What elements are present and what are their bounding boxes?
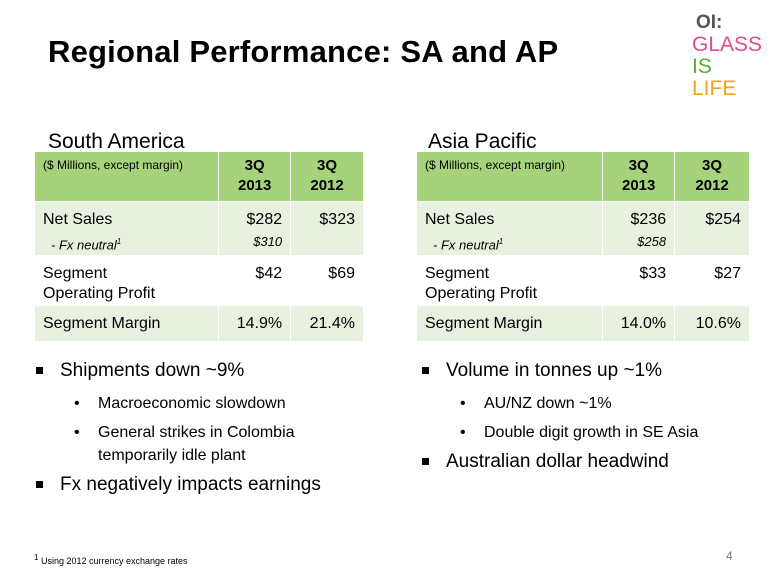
operating-profit-text-2: Operating Profit: [43, 285, 156, 303]
net-sales-2013-value: $282: [246, 211, 283, 228]
south-america-bullets: Shipments down ~9% • Macroeconomic slowd…: [34, 359, 374, 506]
company-logo: OI: GLASS IS LIFE: [688, 12, 762, 100]
header-label: ($ Millions, except margin): [415, 151, 604, 202]
sub-bullet-text: Double digit growth in SE Asia: [484, 424, 699, 441]
operating-profit-text-1: Segment: [425, 265, 490, 283]
logo-word-is: IS: [692, 55, 712, 78]
net-sales-2012: $254: [674, 200, 750, 257]
sub-bullet-item: • Macroeconomic slowdown: [34, 392, 374, 415]
segment-margin-label: Segment Margin: [33, 305, 220, 343]
square-bullet-icon: [36, 367, 43, 374]
net-sales-text: Net Sales: [43, 211, 113, 228]
logo-mark: OI:: [696, 12, 723, 33]
bullet-item: Australian dollar headwind: [420, 450, 760, 473]
dot-bullet-icon: •: [460, 395, 466, 412]
bullet-text: Australian dollar headwind: [446, 451, 669, 472]
sub-bullet-text: General strikes in Colombia: [98, 424, 295, 441]
asia-pacific-table: ($ Millions, except margin) 3Q 2013 3Q 2…: [415, 151, 750, 343]
segment-margin-2013: 14.9%: [218, 305, 292, 343]
operating-profit-2013: $33: [602, 255, 676, 307]
footnote-ref: 1: [116, 237, 122, 246]
logo-word-glass: GLASS: [692, 33, 763, 56]
square-bullet-icon: [422, 367, 429, 374]
operating-profit-label: Segment Operating Profit: [33, 255, 220, 307]
net-sales-text: Net Sales: [425, 211, 495, 228]
footnote: 1 Using 2012 currency exchange rates: [34, 553, 188, 566]
net-sales-2013-value: $236: [630, 211, 667, 228]
slide-title: Regional Performance: SA and AP: [48, 34, 559, 69]
fx-neutral-text: - Fx neutral: [51, 237, 117, 253]
segment-margin-2012: 21.4%: [290, 305, 364, 343]
sub-bullet-item: • General strikes in Colombia temporaril…: [34, 421, 374, 467]
header-label: ($ Millions, except margin): [33, 151, 220, 202]
fx-neutral-text: - Fx neutral: [433, 237, 499, 253]
net-sales-2013: $282 $310: [218, 200, 292, 257]
bullet-item: Shipments down ~9%: [34, 359, 374, 382]
region-heading-asia-pacific: Asia Pacific: [428, 130, 537, 153]
segment-margin-2013: 14.0%: [602, 305, 676, 343]
footnote-text: Using 2012 currency exchange rates: [38, 556, 188, 566]
dot-bullet-icon: •: [460, 424, 466, 441]
south-america-table: ($ Millions, except margin) 3Q 2013 3Q 2…: [33, 151, 364, 343]
fx-neutral-label: - Fx neutral1: [43, 232, 218, 255]
operating-profit-2012: $69: [290, 255, 364, 307]
operating-profit-2013: $42: [218, 255, 292, 307]
sub-bullet-item: • Double digit growth in SE Asia: [420, 421, 760, 444]
header-3q-2013: 3Q 2013: [218, 151, 292, 202]
region-heading-south-america: South America: [48, 130, 185, 153]
fx-neutral-2013-value: $258: [637, 234, 667, 249]
segment-margin-label: Segment Margin: [415, 305, 604, 343]
bullet-text: Shipments down ~9%: [60, 360, 245, 381]
operating-profit-label: Segment Operating Profit: [415, 255, 604, 307]
header-3q-2012: 3Q 2012: [290, 151, 364, 202]
dot-bullet-icon: •: [74, 424, 80, 441]
operating-profit-text-1: Segment: [43, 265, 108, 283]
page-number: 4: [726, 549, 733, 563]
bullet-item: Fx negatively impacts earnings: [34, 473, 374, 496]
sub-bullet-text-cont: temporarily idle plant: [98, 447, 246, 464]
fx-neutral-2013-value: $310: [253, 234, 283, 249]
segment-margin-2012: 10.6%: [674, 305, 750, 343]
sub-bullet-text: Macroeconomic slowdown: [98, 395, 286, 412]
operating-profit-2012: $27: [674, 255, 750, 307]
logo-word-life: LIFE: [692, 77, 737, 100]
sub-bullet-item: • AU/NZ down ~1%: [420, 392, 760, 415]
asia-pacific-bullets: Volume in tonnes up ~1% • AU/NZ down ~1%…: [420, 359, 760, 483]
header-3q-2013: 3Q 2013: [602, 151, 676, 202]
fx-neutral-label: - Fx neutral1: [425, 232, 602, 255]
net-sales-label: Net Sales - Fx neutral1: [415, 200, 604, 257]
dot-bullet-icon: •: [74, 395, 80, 412]
square-bullet-icon: [36, 481, 43, 488]
footnote-ref: 1: [498, 237, 504, 246]
bullet-item: Volume in tonnes up ~1%: [420, 359, 760, 382]
net-sales-2013: $236 $258: [602, 200, 676, 257]
bullet-text: Fx negatively impacts earnings: [60, 474, 321, 495]
operating-profit-text-2: Operating Profit: [425, 285, 538, 303]
net-sales-label: Net Sales - Fx neutral1: [33, 200, 220, 257]
net-sales-2012: $323: [290, 200, 364, 257]
footnote-marker: 1: [34, 553, 39, 562]
square-bullet-icon: [422, 458, 429, 465]
bullet-text: Volume in tonnes up ~1%: [446, 360, 663, 381]
sub-bullet-text: AU/NZ down ~1%: [484, 395, 612, 412]
header-3q-2012: 3Q 2012: [674, 151, 750, 202]
